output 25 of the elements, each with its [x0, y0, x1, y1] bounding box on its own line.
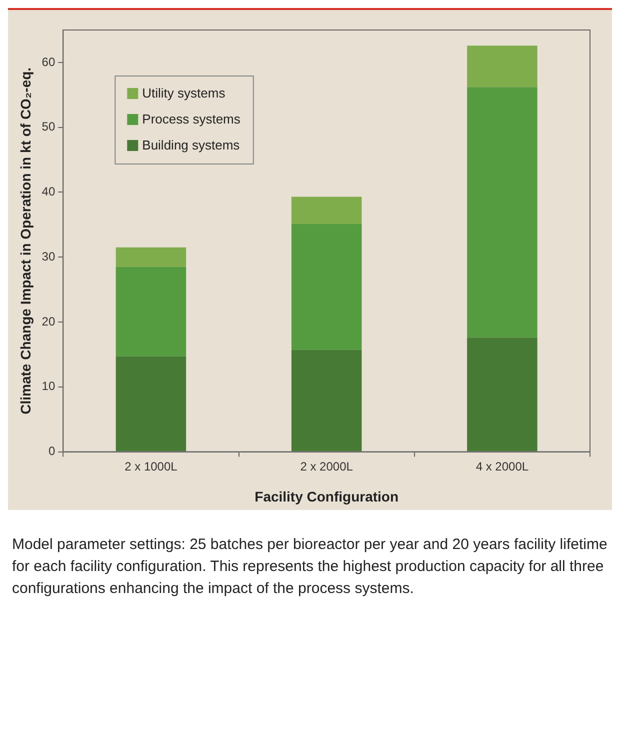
y-tick-label: 30 [42, 249, 56, 264]
y-tick-label: 0 [48, 444, 56, 458]
bar [467, 46, 538, 88]
bar [291, 224, 362, 350]
legend-label: Process systems [142, 112, 241, 127]
x-tick-label: 2 x 1000L [124, 459, 178, 474]
y-tick-label: 60 [42, 54, 56, 69]
y-tick-label: 50 [42, 120, 56, 134]
x-axis-title: Facility Configuration [254, 488, 399, 504]
bar [291, 350, 362, 452]
bar [116, 247, 186, 267]
bar [291, 196, 362, 224]
bar [116, 356, 186, 452]
y-tick-label: 40 [42, 184, 56, 199]
text: Model parameter settings: 25 batches per bioreactor per year and 20 years facility lifetime for each facility configuration. This represents the highest production capacity for all three configurations enhancing the impact of the process systems. [12, 535, 608, 599]
legend-label: Building systems [142, 138, 240, 153]
y-tick-label: 10 [42, 379, 56, 394]
bar [116, 266, 186, 356]
x-tick-label: 4 x 2000L [476, 459, 529, 474]
y-axis-title: Climate Change Impact in Operation in kt of CO₂-eq. [17, 67, 34, 414]
bar [467, 87, 538, 338]
x-tick-label: 2 x 2000L [300, 459, 354, 474]
bar [467, 338, 538, 452]
y-tick-label: 20 [42, 314, 56, 328]
legend-label: Utility systems [142, 86, 226, 101]
